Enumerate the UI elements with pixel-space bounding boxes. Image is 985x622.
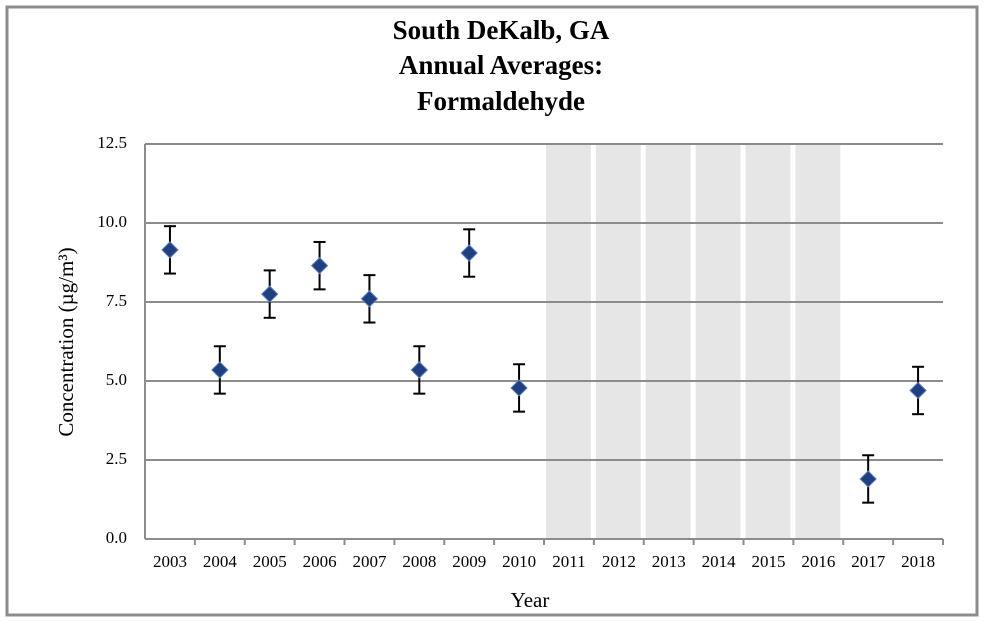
- no-data-shade: [745, 144, 791, 539]
- no-data-shade: [645, 144, 691, 539]
- y-tick-label: 0.0: [106, 528, 127, 547]
- x-tick-label: 2008: [402, 552, 436, 571]
- y-tick-label: 2.5: [106, 449, 127, 468]
- x-tick-label: 2005: [253, 552, 287, 571]
- data-point: [460, 244, 478, 262]
- data-point: [909, 381, 927, 400]
- x-tick-label: 2004: [203, 552, 238, 571]
- y-tick-label: 7.5: [106, 291, 127, 310]
- x-tick-label: 2003: [153, 552, 187, 571]
- no-data-shade: [546, 144, 591, 539]
- x-tick-label: 2010: [502, 552, 536, 571]
- y-tick-label: 10.0: [97, 212, 127, 231]
- x-tick-label: 2012: [602, 552, 636, 571]
- no-data-shade: [795, 144, 841, 539]
- x-tick-label: 2014: [702, 552, 737, 571]
- y-axis-title: Concentration (µg/m³): [54, 247, 78, 436]
- data-point: [310, 256, 329, 275]
- x-tick-label: 2006: [303, 552, 337, 571]
- x-tick-label: 2009: [452, 552, 486, 571]
- x-tick-label: 2016: [801, 552, 835, 571]
- data-point: [260, 285, 279, 303]
- data-point: [161, 241, 179, 259]
- chart-title: Annual Averages:: [399, 50, 603, 80]
- no-data-shade: [595, 144, 641, 539]
- data-point: [211, 361, 229, 379]
- data-point: [510, 379, 528, 397]
- chart-title: Formaldehyde: [417, 86, 585, 116]
- y-tick-label: 12.5: [97, 133, 127, 152]
- x-tick-label: 2017: [851, 552, 886, 571]
- x-tick-label: 2007: [352, 552, 387, 571]
- x-tick-label: 2018: [901, 552, 935, 571]
- data-point: [360, 290, 379, 308]
- chart-title: South DeKalb, GA: [393, 15, 610, 45]
- no-data-shade: [695, 144, 741, 539]
- x-tick-label: 2015: [751, 552, 785, 571]
- x-tick-label: 2011: [552, 552, 585, 571]
- data-point: [410, 361, 429, 379]
- x-axis-title: Year: [511, 588, 550, 612]
- x-tick-label: 2013: [652, 552, 686, 571]
- data-point: [859, 470, 877, 488]
- y-tick-label: 5.0: [106, 370, 127, 389]
